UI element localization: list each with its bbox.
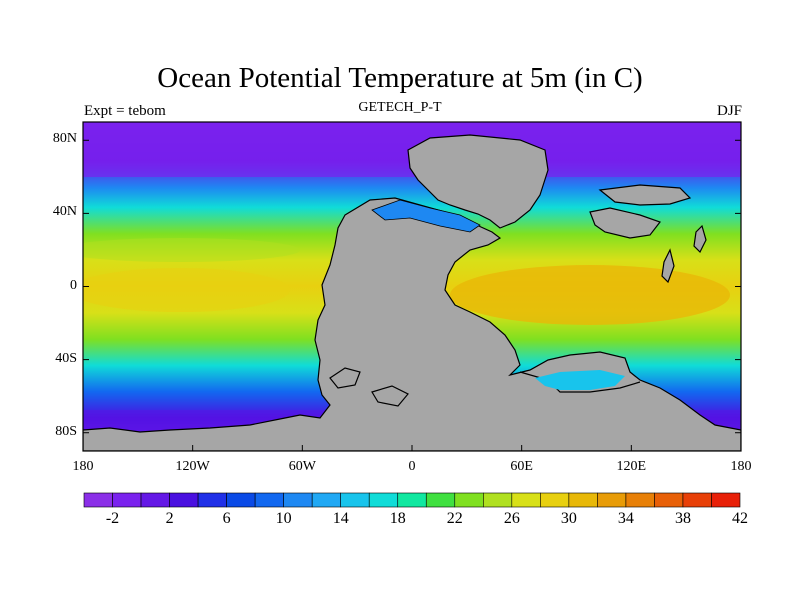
colorbar-swatch [483,492,513,508]
dataset-label: GETECH_P-T [358,100,442,115]
island-far-east [693,224,707,254]
colorbar-swatch [568,492,598,508]
colorbar-label: 6 [222,510,231,527]
colorbar-swatch [511,492,541,508]
colorbar [83,492,741,508]
colorbar-label: 10 [275,510,292,527]
colorbar-swatch [140,492,170,508]
island-nw [589,207,661,239]
colorbar-swatch [711,492,741,508]
colorbar-swatch [112,492,142,508]
colorbar-swatch [625,492,655,508]
lon-label: 180 [730,459,752,474]
cool-band-west [83,238,300,262]
longitude-ticks [82,445,742,451]
ocean-embayment [535,370,625,390]
lat-label: 0 [70,277,77,293]
lon-label: 180 [72,459,94,474]
colorbar-label: 22 [446,510,463,527]
colorbar-swatch [340,492,370,508]
colorbar-swatch [397,492,427,508]
colorbar-swatch [311,492,341,508]
warm-pool-east [450,265,730,325]
colorbar-swatch [540,492,570,508]
lon-label: 120E [616,459,647,474]
colorbar-label: 26 [503,510,520,527]
island-south-1 [329,367,361,389]
lat-label: 40N [52,204,77,220]
ocean-channel-north [371,199,481,233]
colorbar-swatch [368,492,399,508]
island-south-2 [371,385,409,407]
lat-label: 80S [55,423,77,439]
colorbar-label: 14 [332,510,349,527]
latitude-ticks [83,139,741,434]
warm-pool-west [83,268,290,312]
experiment-label: Expt = tebom [84,103,166,119]
colorbar-swatch [454,492,484,508]
colorbar-label: -2 [105,510,120,527]
map-title: Ocean Potential Temperature at 5m (in C) [157,62,643,94]
colorbar-label: 42 [732,510,748,527]
lat-label: 80N [52,131,77,147]
colorbar-label: 30 [560,510,577,527]
colorbar-swatch [169,492,199,508]
colorbar-swatch [254,492,284,508]
lat-label: 40S [55,350,77,366]
colorbar-swatch [597,492,627,508]
colorbar-swatch [682,492,712,508]
lon-label: 60E [510,459,533,474]
lon-label: 0 [408,459,416,474]
colorbar-swatch [197,492,227,508]
colorbar-label: 34 [617,510,634,527]
colorbar-swatch [283,492,313,508]
lon-label: 60W [288,459,316,474]
colorbar-swatch [425,492,456,508]
island-east [661,248,675,284]
colorbar-label: 2 [165,510,174,527]
colorbar-label: 18 [389,510,406,527]
land-north [407,134,549,229]
lon-label: 120W [175,459,210,474]
season-label: DJF [716,103,742,119]
island-ne [598,184,692,206]
colorbar-swatch [83,492,113,508]
colorbar-swatch [654,492,684,508]
colorbar-swatch [226,492,256,508]
colorbar-label: 38 [674,510,691,527]
